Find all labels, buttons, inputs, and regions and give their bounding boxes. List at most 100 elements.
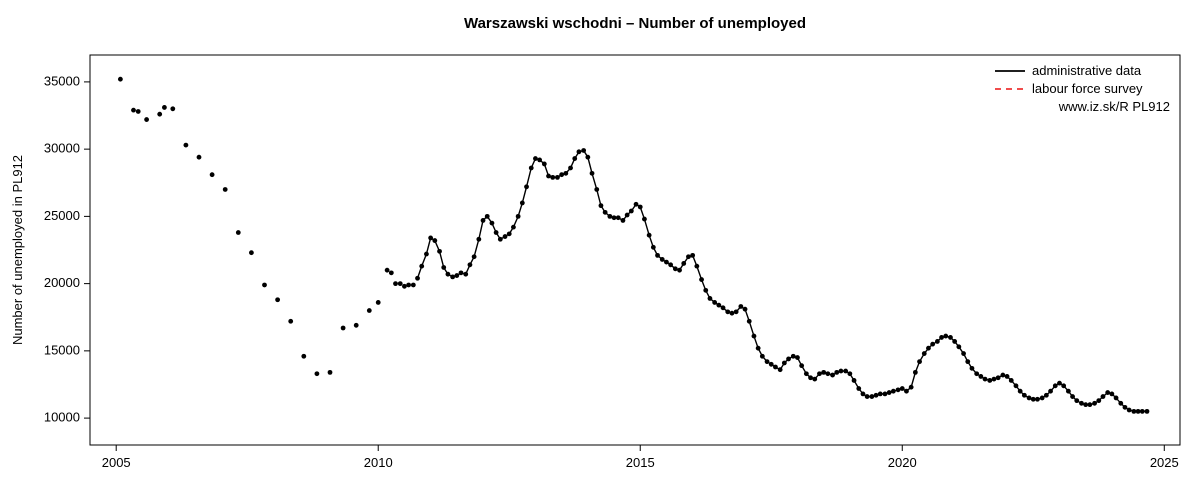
data-point [454,273,459,278]
y-axis-title: Number of unemployed in PL912 [10,155,25,345]
data-point [485,214,490,219]
data-point [830,373,835,378]
data-point [1105,390,1110,395]
data-point [917,359,922,364]
data-point [725,309,730,314]
data-point [926,346,931,351]
data-point [956,344,961,349]
data-point [930,342,935,347]
data-point [756,346,761,351]
data-point [546,174,551,179]
data-point [721,305,726,310]
data-point [878,391,883,396]
data-point [1035,397,1040,402]
data-point [922,351,927,356]
data-point [398,281,403,286]
data-point [1027,396,1032,401]
data-point [1005,374,1010,379]
data-point [716,303,721,308]
data-point [856,386,861,391]
data-point [1109,391,1114,396]
data-point [599,203,604,208]
data-point [747,319,752,324]
data-point [900,386,905,391]
data-point [590,171,595,176]
y-tick-label: 20000 [44,275,80,290]
chart-container: 2005201020152020202510000150002000025000… [0,0,1200,500]
data-point [288,319,293,324]
data-point [655,253,660,258]
data-point [341,326,346,331]
data-point [808,375,813,380]
data-point [651,245,656,250]
data-point [507,231,512,236]
data-point [734,309,739,314]
data-point [839,369,844,374]
data-point [708,296,713,301]
data-point [773,365,778,370]
data-point [1031,397,1036,402]
data-point [1101,394,1106,399]
data-point [437,249,442,254]
data-point [769,362,774,367]
data-point [529,166,534,171]
data-point [1040,396,1045,401]
data-point [874,393,879,398]
data-point [468,262,473,267]
data-point [935,339,940,344]
data-point [415,276,420,281]
data-point [1014,383,1019,388]
data-point [511,225,516,230]
data-point [131,108,136,113]
line-group [415,148,1149,414]
data-point [262,283,267,288]
data-point [1044,393,1049,398]
data-point [791,354,796,359]
data-point [490,221,495,226]
data-point [943,334,948,339]
data-point [1066,389,1071,394]
data-point [690,253,695,258]
data-point [249,250,254,255]
data-point [703,288,708,293]
scatter-group [118,77,416,376]
data-point [752,334,757,339]
data-point [494,230,499,235]
data-point [446,272,451,277]
data-point [961,351,966,356]
y-tick-label: 15000 [44,342,80,357]
data-point [1127,408,1132,413]
data-point [424,252,429,257]
y-tick-label: 35000 [44,73,80,88]
data-point [555,175,560,180]
y-tick-label: 25000 [44,208,80,223]
data-point [463,272,468,277]
data-point [572,156,577,161]
data-point [419,264,424,269]
x-tick-label: 2015 [626,455,655,470]
data-point [275,297,280,302]
data-point [1136,409,1141,414]
data-point [1083,402,1088,407]
data-point [389,270,394,275]
data-point [170,106,175,111]
data-point [376,300,381,305]
data-point [459,270,464,275]
data-point [328,370,333,375]
data-point [738,304,743,309]
data-point [660,257,665,262]
data-point [533,156,538,161]
data-point [1070,394,1075,399]
data-point [481,218,486,223]
data-point [677,268,682,273]
data-point [730,311,735,316]
data-point [428,235,433,240]
data-point [909,385,914,390]
data-point [965,359,970,364]
data-point [585,155,590,160]
data-point [603,210,608,215]
data-point [804,371,809,376]
data-point [1123,405,1128,410]
data-point [406,283,411,288]
data-point [537,157,542,162]
